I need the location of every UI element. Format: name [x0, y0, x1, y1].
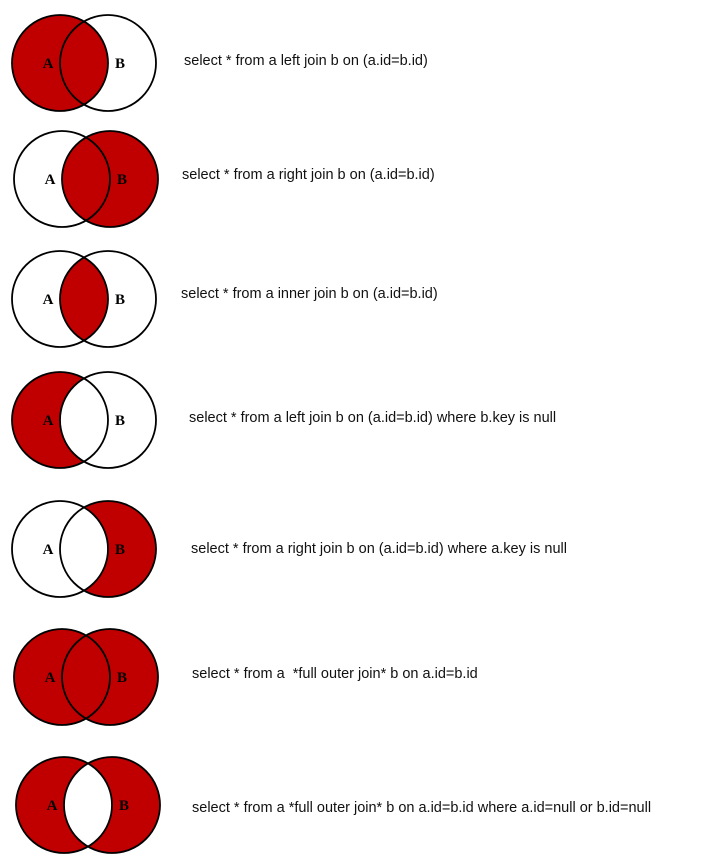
label-a: A	[43, 413, 54, 429]
region-intersection	[60, 372, 108, 468]
label-b: B	[117, 172, 127, 188]
label-b: B	[115, 542, 125, 558]
query-text-full-outer-join: select * from a *full outer join* b on a…	[192, 666, 478, 682]
circle-a-outline	[11, 371, 109, 469]
region-intersection	[62, 131, 110, 227]
label-a: A	[45, 172, 56, 188]
circle-a-outline	[11, 14, 109, 112]
circle-a-outline	[11, 500, 109, 598]
label-b: B	[115, 413, 125, 429]
label-b: B	[115, 56, 125, 72]
circle-b-outline	[59, 371, 157, 469]
region-intersection	[62, 629, 110, 725]
query-text-inner-join: select * from a inner join b on (a.id=b.…	[181, 286, 438, 302]
circle-b-outline	[63, 756, 161, 854]
label-a: A	[47, 798, 58, 814]
circle-a-outline	[11, 250, 109, 348]
circle-b-outline	[59, 250, 157, 348]
region-intersection	[60, 501, 108, 597]
label-a: A	[45, 670, 56, 686]
circle-a-outline	[13, 628, 111, 726]
label-a: A	[43, 542, 54, 558]
circle-b-outline	[59, 14, 157, 112]
label-b: B	[117, 670, 127, 686]
query-text-left-only: select * from a left join b on (a.id=b.i…	[189, 410, 557, 426]
query-text-full-outer-exclusive: select * from a *full outer join* b on a…	[192, 800, 652, 816]
query-text-right-only: select * from a right join b on (a.id=b.…	[191, 541, 567, 557]
query-text-left-join: select * from a left join b on (a.id=b.i…	[184, 53, 428, 69]
region-intersection	[64, 757, 112, 853]
label-a: A	[43, 56, 54, 72]
circle-a-outline	[13, 130, 111, 228]
label-b: B	[115, 292, 125, 308]
circle-b-outline	[61, 130, 159, 228]
circle-b-outline	[61, 628, 159, 726]
region-intersection	[60, 251, 108, 347]
label-a: A	[43, 292, 54, 308]
circle-b-outline	[59, 500, 157, 598]
query-text-right-join: select * from a right join b on (a.id=b.…	[182, 167, 435, 183]
label-b: B	[119, 798, 129, 814]
circle-a-outline	[15, 756, 113, 854]
region-intersection	[60, 15, 108, 111]
